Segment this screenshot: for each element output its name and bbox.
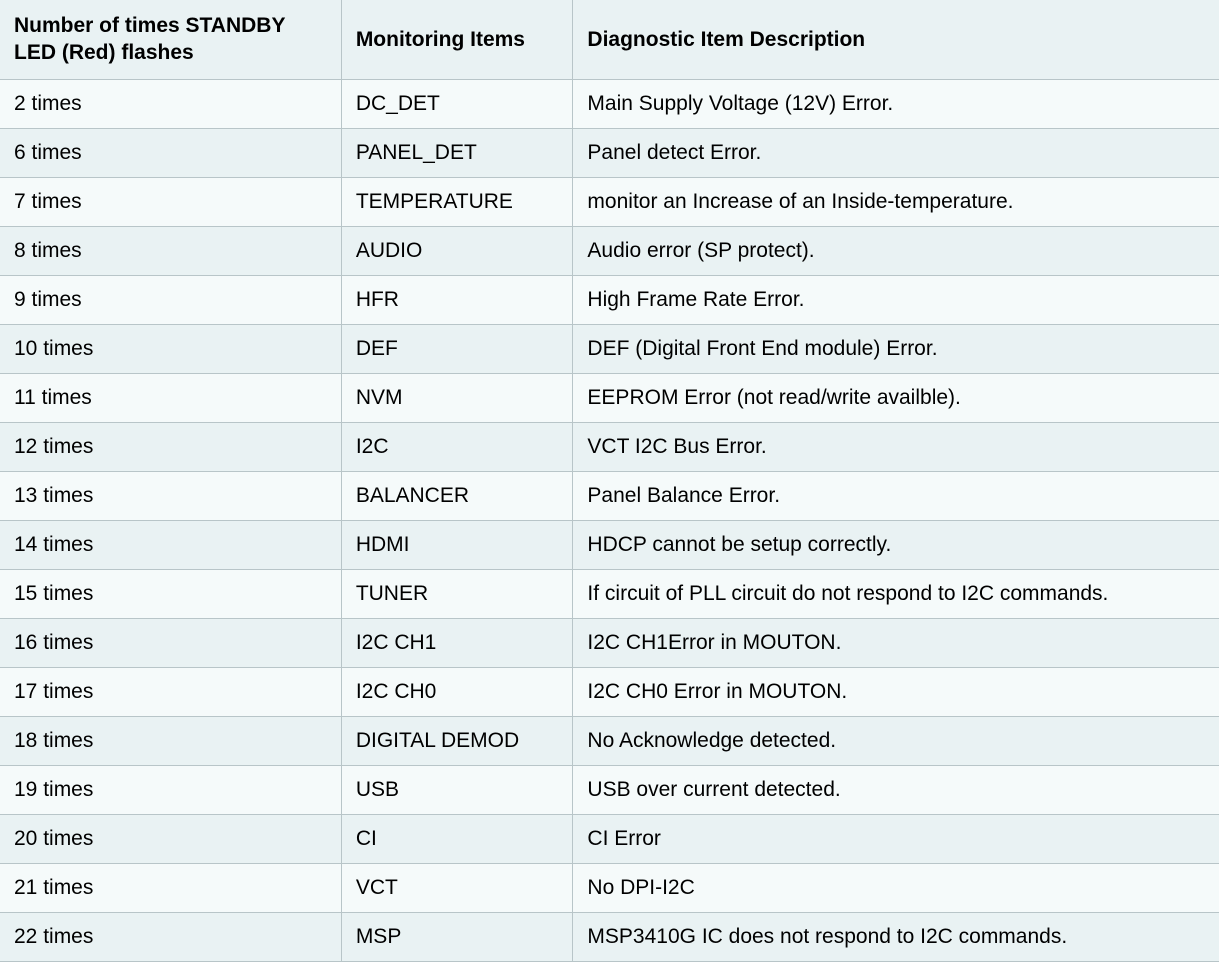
table-cell: Panel Balance Error.: [573, 471, 1219, 520]
table-cell: TEMPERATURE: [341, 177, 573, 226]
table-cell: monitor an Increase of an Inside-tempera…: [573, 177, 1219, 226]
table-cell: 6 times: [0, 128, 341, 177]
table-row: 14 timesHDMIHDCP cannot be setup correct…: [0, 520, 1219, 569]
header-monitoring: Monitoring Items: [341, 0, 573, 79]
table-cell: 20 times: [0, 814, 341, 863]
table-cell: NVM: [341, 373, 573, 422]
table-row: 6 timesPANEL_DETPanel detect Error.: [0, 128, 1219, 177]
table-row: 10 timesDEFDEF (Digital Front End module…: [0, 324, 1219, 373]
table-cell: High Frame Rate Error.: [573, 275, 1219, 324]
table-cell: VCT I2C Bus Error.: [573, 422, 1219, 471]
table-row: 12 timesI2CVCT I2C Bus Error.: [0, 422, 1219, 471]
table-cell: TUNER: [341, 569, 573, 618]
table-cell: 12 times: [0, 422, 341, 471]
table-cell: 14 times: [0, 520, 341, 569]
table-cell: HDMI: [341, 520, 573, 569]
table-cell: If circuit of PLL circuit do not respond…: [573, 569, 1219, 618]
table-cell: AUDIO: [341, 226, 573, 275]
table-cell: Main Supply Voltage (12V) Error.: [573, 79, 1219, 128]
table-row: 20 timesCICI Error: [0, 814, 1219, 863]
table-cell: DC_DET: [341, 79, 573, 128]
table-cell: USB: [341, 765, 573, 814]
table-cell: HFR: [341, 275, 573, 324]
header-flashes: Number of times STANDBY LED (Red) flashe…: [0, 0, 341, 79]
table-cell: PANEL_DET: [341, 128, 573, 177]
table-cell: I2C: [341, 422, 573, 471]
diagnostic-table: Number of times STANDBY LED (Red) flashe…: [0, 0, 1219, 962]
table-cell: 18 times: [0, 716, 341, 765]
table-cell: MSP: [341, 912, 573, 961]
table-cell: VCT: [341, 863, 573, 912]
table-cell: DEF: [341, 324, 573, 373]
table-cell: 19 times: [0, 765, 341, 814]
table-cell: 2 times: [0, 79, 341, 128]
table-row: 22 timesMSPMSP3410G IC does not respond …: [0, 912, 1219, 961]
table-row: 16 timesI2C CH1I2C CH1Error in MOUTON.: [0, 618, 1219, 667]
table-cell: 13 times: [0, 471, 341, 520]
table-cell: DEF (Digital Front End module) Error.: [573, 324, 1219, 373]
table-cell: No DPI-I2C: [573, 863, 1219, 912]
table-cell: MSP3410G IC does not respond to I2C comm…: [573, 912, 1219, 961]
table-cell: 10 times: [0, 324, 341, 373]
table-row: 9 timesHFRHigh Frame Rate Error.: [0, 275, 1219, 324]
table-cell: I2C CH0 Error in MOUTON.: [573, 667, 1219, 716]
table-row: 17 timesI2C CH0I2C CH0 Error in MOUTON.: [0, 667, 1219, 716]
table-cell: USB over current detected.: [573, 765, 1219, 814]
table-row: 15 timesTUNERIf circuit of PLL circuit d…: [0, 569, 1219, 618]
table-row: 7 timesTEMPERATUREmonitor an Increase of…: [0, 177, 1219, 226]
table-cell: Audio error (SP protect).: [573, 226, 1219, 275]
table-row: 11 timesNVMEEPROM Error (not read/write …: [0, 373, 1219, 422]
table-cell: CI: [341, 814, 573, 863]
table-cell: 21 times: [0, 863, 341, 912]
table-body: 2 timesDC_DETMain Supply Voltage (12V) E…: [0, 79, 1219, 961]
table-cell: BALANCER: [341, 471, 573, 520]
table-row: 8 timesAUDIOAudio error (SP protect).: [0, 226, 1219, 275]
table-cell: EEPROM Error (not read/write availble).: [573, 373, 1219, 422]
table-row: 19 timesUSBUSB over current detected.: [0, 765, 1219, 814]
table-cell: 16 times: [0, 618, 341, 667]
table-cell: I2C CH1: [341, 618, 573, 667]
table-cell: Panel detect Error.: [573, 128, 1219, 177]
header-description: Diagnostic Item Description: [573, 0, 1219, 79]
table-cell: HDCP cannot be setup correctly.: [573, 520, 1219, 569]
table-cell: 15 times: [0, 569, 341, 618]
table-row: 18 timesDIGITAL DEMODNo Acknowledge dete…: [0, 716, 1219, 765]
table-header-row: Number of times STANDBY LED (Red) flashe…: [0, 0, 1219, 79]
table-cell: 17 times: [0, 667, 341, 716]
table-cell: 7 times: [0, 177, 341, 226]
table-row: 2 timesDC_DETMain Supply Voltage (12V) E…: [0, 79, 1219, 128]
table-cell: 11 times: [0, 373, 341, 422]
table-row: 13 timesBALANCERPanel Balance Error.: [0, 471, 1219, 520]
table-row: 21 timesVCTNo DPI-I2C: [0, 863, 1219, 912]
table-cell: 8 times: [0, 226, 341, 275]
table-cell: DIGITAL DEMOD: [341, 716, 573, 765]
table-cell: 9 times: [0, 275, 341, 324]
table-cell: I2C CH1Error in MOUTON.: [573, 618, 1219, 667]
table-cell: No Acknowledge detected.: [573, 716, 1219, 765]
table-cell: 22 times: [0, 912, 341, 961]
table-cell: I2C CH0: [341, 667, 573, 716]
table-cell: CI Error: [573, 814, 1219, 863]
